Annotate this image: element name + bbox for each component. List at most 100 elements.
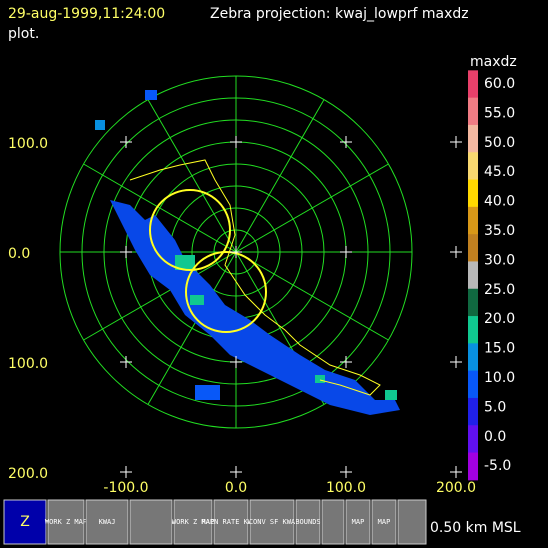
colorbar-label: 5.0 [484, 399, 506, 415]
icon-label[interactable]: RAIN RATE KWAJ [201, 518, 260, 526]
cross [120, 246, 132, 258]
color-band [468, 288, 478, 317]
icon-frame[interactable] [85, 499, 129, 545]
cross [450, 136, 462, 148]
tool-icon[interactable]: MAP [371, 499, 397, 545]
color-band [468, 425, 478, 454]
cross [230, 356, 242, 368]
echo [95, 120, 105, 130]
colorbar-label: 60.0 [484, 76, 515, 92]
icon-frame[interactable] [371, 499, 397, 545]
cross [450, 466, 462, 478]
radar-circle [185, 251, 267, 333]
colorbar-title: maxdz [470, 54, 517, 70]
color-band [468, 152, 478, 181]
time-stamp: 29-aug-1999,11:24:00 [8, 6, 165, 22]
icon-label[interactable]: Z [20, 514, 30, 530]
colorbar-label: 15.0 [484, 341, 515, 357]
icon-frame[interactable] [321, 499, 345, 545]
x-label: -100.0 [103, 480, 148, 496]
tool-icon[interactable]: CONV SF KWA [249, 499, 296, 545]
cross [340, 136, 352, 148]
icon-frame[interactable] [173, 499, 213, 545]
y-label: 200.0 [8, 466, 48, 482]
colorbar-label: 20.0 [484, 311, 515, 327]
radar-circle [149, 189, 231, 271]
icon-label[interactable]: WORK Z MAP [45, 518, 87, 526]
cross [120, 356, 132, 368]
cross [340, 356, 352, 368]
coast-overlay [129, 159, 381, 396]
colorbar-label: 25.0 [484, 282, 515, 298]
plot-title: Zebra projection: kwaj_lowprf maxdz [210, 6, 469, 22]
tool-icon[interactable]: BOUNDS [295, 499, 321, 545]
tool-icon[interactable]: Z [3, 499, 47, 545]
color-band [468, 343, 478, 372]
cross [230, 136, 242, 148]
coastline [129, 159, 381, 396]
tool-icon[interactable] [397, 499, 427, 545]
icon-frame[interactable] [47, 499, 85, 545]
color-band [468, 452, 478, 481]
color-band [468, 179, 478, 208]
cross [120, 136, 132, 148]
colorbar-label: -5.0 [484, 458, 511, 474]
color-band [468, 70, 478, 99]
icon-label[interactable]: WORK Z MAP [172, 518, 214, 526]
cross [450, 356, 462, 368]
tool-icon[interactable]: RAIN RATE KWAJ [201, 499, 261, 545]
tool-icon[interactable]: MAP [345, 499, 371, 545]
cross [450, 246, 462, 258]
cross [230, 246, 242, 258]
plot-title-cont: plot. [8, 26, 39, 42]
icon-frame[interactable] [295, 499, 321, 545]
color-band [468, 261, 478, 290]
echo-core [175, 255, 195, 270]
cross [230, 466, 242, 478]
icon-frame[interactable] [345, 499, 371, 545]
echo [145, 90, 157, 100]
cross [340, 246, 352, 258]
icon-frame[interactable] [397, 499, 427, 545]
color-band [468, 397, 478, 426]
x-label: 0.0 [225, 480, 247, 496]
icon-label[interactable]: BOUNDS [295, 518, 320, 526]
colorbar-label: 0.0 [484, 429, 506, 445]
color-band [468, 234, 478, 262]
colorbar-label: 35.0 [484, 223, 515, 239]
x-label: 100.0 [326, 480, 366, 496]
color-band [468, 206, 478, 235]
icon-frame[interactable] [213, 499, 249, 545]
y-label: 0.0 [8, 246, 30, 262]
echo-core [315, 375, 325, 383]
color-band [468, 124, 478, 153]
color-band [468, 370, 478, 399]
colorbar-label: 30.0 [484, 252, 515, 268]
icon-label[interactable]: MAP [378, 518, 391, 526]
icon-frame[interactable] [249, 499, 295, 545]
colorbar: 60.0 55.0 50.0 45.0 40.0 35.0 30.0 25.0 20.0 15.0… [468, 70, 515, 481]
tool-icon[interactable] [321, 499, 345, 545]
echo-core [385, 390, 397, 400]
icon-frame[interactable] [129, 499, 173, 545]
radar-echoes [95, 90, 400, 415]
y-label: 100.0 [8, 356, 48, 372]
icon-label[interactable]: KWAJ [99, 518, 116, 526]
tool-icon[interactable]: WORK Z MAP [172, 499, 214, 545]
colorbar-label: 50.0 [484, 135, 515, 151]
icon-label[interactable]: CONV SF KWA [249, 518, 296, 526]
tool-icon[interactable]: KWAJ [85, 499, 129, 545]
cross [120, 466, 132, 478]
colorbar-label: 55.0 [484, 105, 515, 121]
colorbar-label: 10.0 [484, 370, 515, 386]
colorbar-label: 45.0 [484, 164, 515, 180]
cross [340, 466, 352, 478]
icon-frame[interactable] [3, 499, 47, 545]
icon-label[interactable]: MAP [352, 518, 365, 526]
y-label: 100.0 [8, 136, 48, 152]
tool-icon[interactable]: WORK Z MAP [45, 499, 87, 545]
colorbar-label: 40.0 [484, 194, 515, 210]
tool-icon[interactable] [129, 499, 173, 545]
